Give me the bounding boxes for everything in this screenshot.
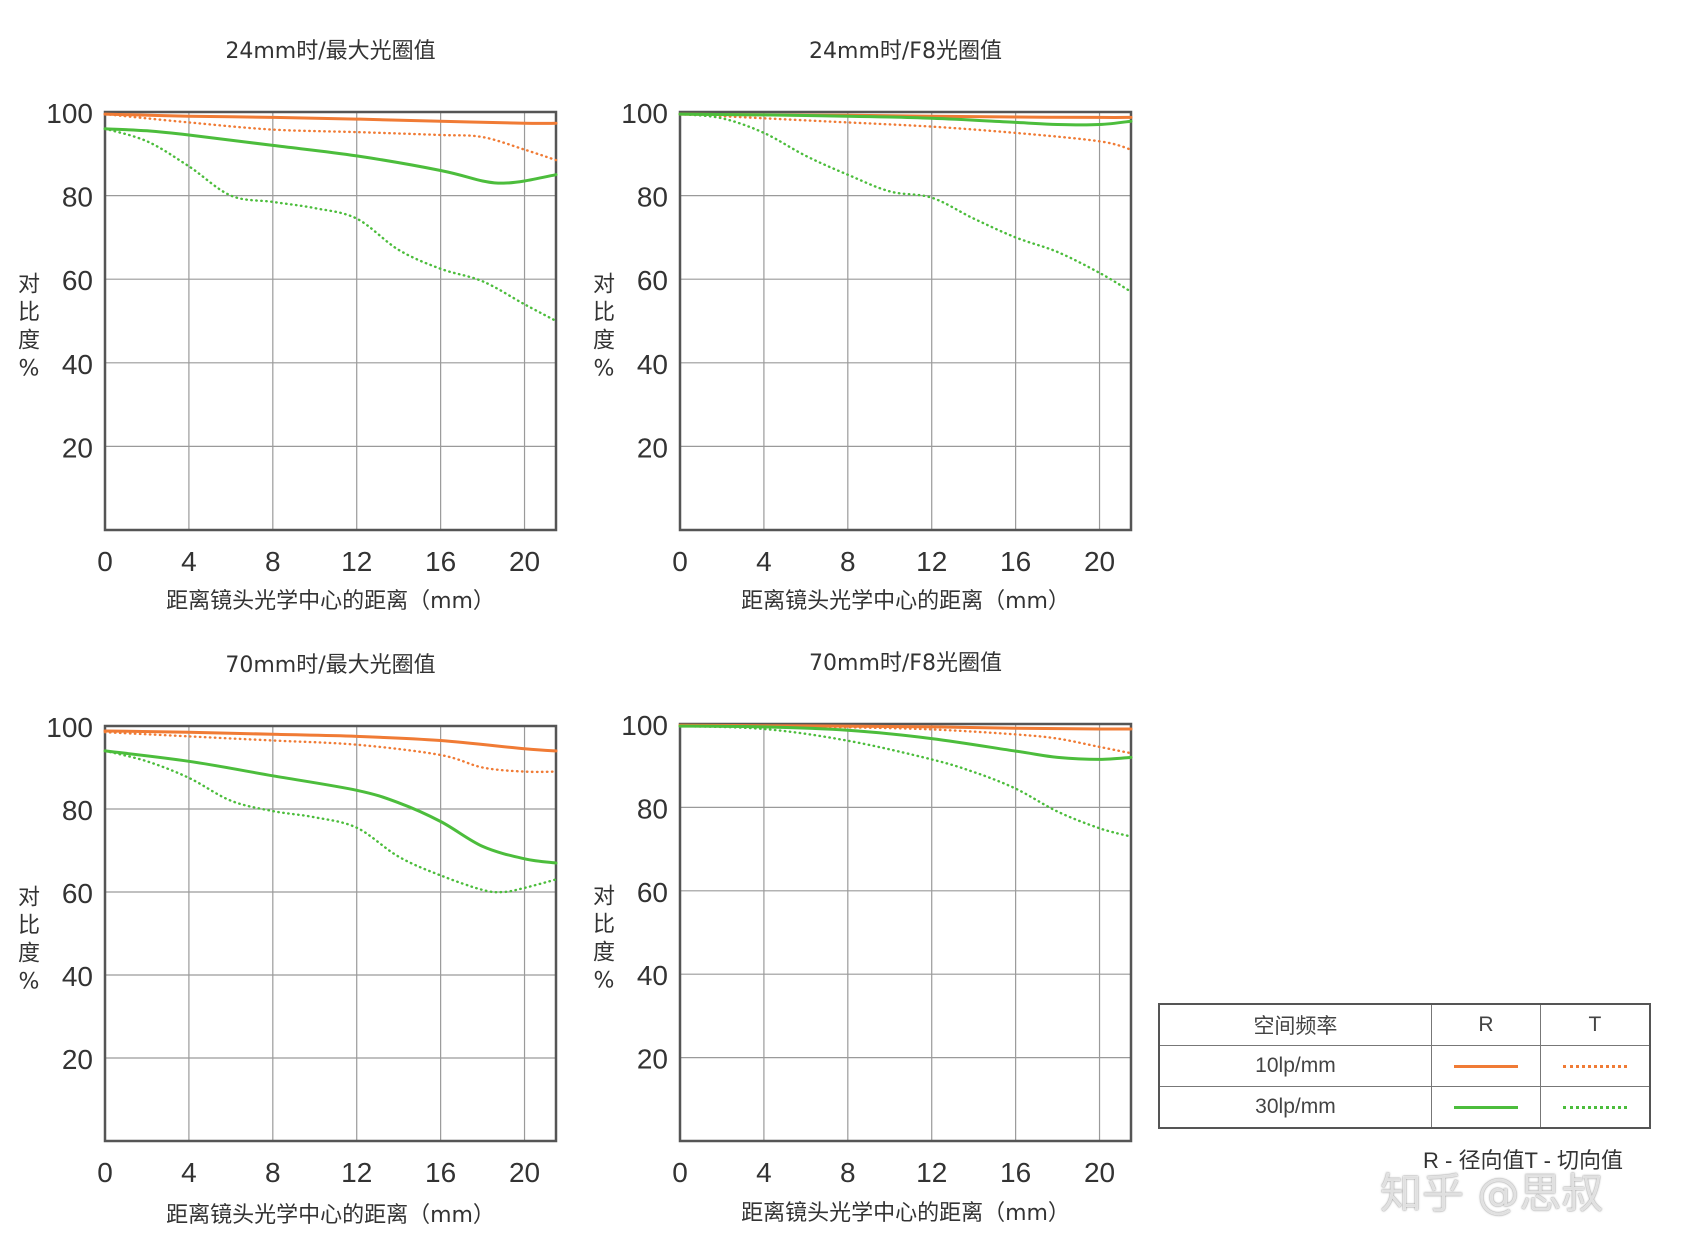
x-axis-label: 距离镜头光学中心的距离（mm） <box>741 589 1070 614</box>
x-tick-label: 12 <box>916 1157 947 1188</box>
y-axis-label: 对比度% <box>18 885 40 994</box>
y-axis-label: 对比度% <box>593 273 615 382</box>
series-line-10lp-mm-r <box>103 112 558 125</box>
x-tick-label: 20 <box>1084 1157 1115 1188</box>
y-tick-label: 80 <box>637 793 668 824</box>
chart-panel-4: 70mm时/F8光圈值 20 40 60 80 100 0 4 8 12 16 20 距离镜头光学中心的… <box>593 651 1133 1226</box>
x-axis-label: 距离镜头光学中心的距离（mm） <box>741 1201 1070 1226</box>
x-tick-label: 0 <box>672 1157 688 1188</box>
series-line-30lp-mm-r <box>103 127 558 185</box>
chart-title: 24mm时/F8光圈值 <box>809 39 1002 64</box>
x-tick-label: 16 <box>425 546 456 577</box>
watermark: 知乎 @思叔 <box>1380 1169 1604 1218</box>
x-tick-label: 4 <box>181 546 197 577</box>
series-line-30lp-mm-r <box>103 749 558 865</box>
series-line-10lp-mm-t <box>678 112 1133 151</box>
y-tick-label: 40 <box>62 961 93 992</box>
series-line-30lp-mm-t <box>103 127 558 323</box>
chart-title: 70mm时/最大光圈值 <box>225 653 435 678</box>
x-tick-label: 4 <box>756 546 772 577</box>
y-tick-label: 100 <box>46 712 93 743</box>
legend-label-10lp: 10lp/mm <box>1158 1045 1432 1087</box>
y-tick-label: 60 <box>637 265 668 296</box>
series-line-30lp-mm-r <box>678 112 1133 127</box>
legend-swatch-30lp-r <box>1453 1105 1518 1109</box>
x-tick-label: 8 <box>265 1157 281 1188</box>
x-tick-label: 12 <box>341 546 372 577</box>
x-tick-label: 4 <box>181 1157 197 1188</box>
y-tick-label: 20 <box>62 432 93 463</box>
legend-row-30lp: 30lp/mm <box>1158 1086 1651 1129</box>
x-tick-label: 0 <box>672 546 688 577</box>
y-tick-label: 40 <box>637 349 668 380</box>
y-tick-label: 20 <box>637 1044 668 1075</box>
y-tick-label: 40 <box>637 960 668 991</box>
chart-title: 70mm时/F8光圈值 <box>809 651 1002 676</box>
x-tick-label: 20 <box>509 1157 540 1188</box>
y-tick-label: 100 <box>46 98 93 129</box>
chart-panel-2: 24mm时/F8光圈值 20 40 60 80 100 0 4 8 12 16 20 距离镜头光学中心的… <box>593 39 1133 614</box>
legend-label-30lp: 30lp/mm <box>1158 1086 1432 1129</box>
legend-header-r: R <box>1430 1003 1541 1046</box>
y-tick-label: 60 <box>62 878 93 909</box>
series-line-10lp-mm-t <box>103 112 558 162</box>
y-tick-label: 80 <box>62 795 93 826</box>
x-tick-label: 20 <box>1084 546 1115 577</box>
x-tick-label: 20 <box>509 546 540 577</box>
y-axis-label: 对比度% <box>18 273 40 382</box>
chart-panel-1: 24mm时/最大光圈值 20 40 60 80 100 0 4 8 12 16 20 距离镜头光学中心的… <box>18 39 558 614</box>
y-tick-label: 60 <box>637 877 668 908</box>
x-tick-label: 8 <box>265 546 281 577</box>
legend-header-t: T <box>1539 1003 1651 1046</box>
x-tick-label: 16 <box>1000 1157 1031 1188</box>
series-line-30lp-mm-t <box>678 724 1133 838</box>
series-line-10lp-mm-r <box>103 729 558 753</box>
x-tick-label: 8 <box>840 1157 856 1188</box>
x-tick-label: 16 <box>1000 546 1031 577</box>
y-tick-label: 100 <box>621 710 668 741</box>
series-line-30lp-mm-r <box>678 724 1133 761</box>
y-tick-label: 20 <box>637 432 668 463</box>
legend-row-10lp: 10lp/mm <box>1158 1045 1651 1087</box>
series-line-10lp-mm-t <box>103 731 558 774</box>
legend-note: R - 径向值T - 切向值 <box>1423 1148 1624 1173</box>
chart-panel-3: 70mm时/最大光圈值 20 40 60 80 100 0 4 8 12 16 20 距离镜头光学中心的… <box>18 653 558 1228</box>
y-tick-label: 60 <box>62 265 93 296</box>
x-tick-label: 0 <box>97 1157 113 1188</box>
legend-swatch-10lp-r <box>1453 1064 1518 1068</box>
x-tick-label: 0 <box>97 546 113 577</box>
legend-table: 空间频率 R T 10lp/mm 30lp/mm <box>1158 1003 1651 1129</box>
legend-header-row: 空间频率 R T <box>1158 1003 1651 1046</box>
legend-swatch-30lp-t <box>1562 1105 1627 1109</box>
plot-frame <box>103 110 558 532</box>
plot-frame <box>678 110 1133 532</box>
y-tick-label: 80 <box>637 182 668 213</box>
chart-title: 24mm时/最大光圈值 <box>225 39 435 64</box>
y-tick-label: 20 <box>62 1044 93 1075</box>
x-tick-label: 12 <box>916 546 947 577</box>
series-line-30lp-mm-t <box>103 749 558 894</box>
plot-frame <box>103 724 558 1143</box>
y-tick-label: 80 <box>62 182 93 213</box>
x-axis-label: 距离镜头光学中心的距离（mm） <box>166 1203 495 1228</box>
x-tick-label: 8 <box>840 546 856 577</box>
x-tick-label: 12 <box>341 1157 372 1188</box>
legend-header-freq: 空间频率 <box>1158 1003 1432 1046</box>
x-tick-label: 16 <box>425 1157 456 1188</box>
y-tick-label: 100 <box>621 98 668 129</box>
legend-swatch-10lp-t <box>1562 1064 1627 1068</box>
y-tick-label: 40 <box>62 349 93 380</box>
y-axis-label: 对比度% <box>593 884 615 993</box>
x-tick-label: 4 <box>756 1157 772 1188</box>
series-line-30lp-mm-t <box>678 112 1133 293</box>
plot-frame <box>678 722 1133 1143</box>
x-axis-label: 距离镜头光学中心的距离（mm） <box>166 589 495 614</box>
